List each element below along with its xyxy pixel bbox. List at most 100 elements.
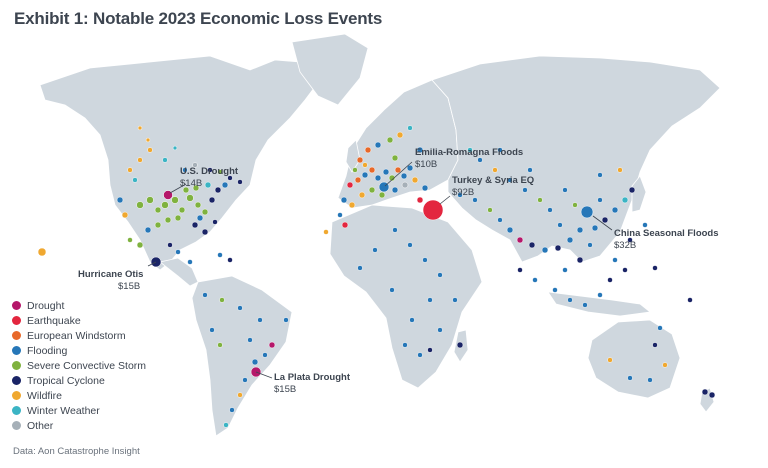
event-marker bbox=[566, 236, 574, 244]
legend-item-tropical-cyclone: Tropical Cyclone bbox=[12, 373, 146, 388]
event-marker bbox=[37, 247, 47, 257]
china-floods-value: $32B bbox=[614, 240, 636, 251]
event-marker bbox=[174, 214, 182, 222]
legend-item-flooding: Flooding bbox=[12, 343, 146, 358]
event-marker bbox=[401, 181, 409, 189]
event-marker bbox=[354, 176, 362, 184]
event-marker bbox=[172, 145, 178, 151]
event-marker bbox=[229, 407, 235, 413]
event-marker bbox=[227, 257, 233, 263]
event-marker bbox=[175, 249, 181, 255]
land-south-america bbox=[191, 275, 293, 437]
source-note: Data: Aon Catastrophe Insight bbox=[13, 446, 140, 457]
event-marker bbox=[662, 362, 668, 368]
event-marker bbox=[456, 341, 464, 349]
event-marker bbox=[587, 242, 593, 248]
event-marker bbox=[497, 217, 503, 223]
event-marker bbox=[217, 169, 223, 175]
event-marker bbox=[437, 272, 443, 278]
event-marker bbox=[361, 171, 369, 179]
event-marker bbox=[400, 172, 408, 180]
legend-item-other: Other bbox=[12, 418, 146, 433]
event-marker bbox=[597, 197, 603, 203]
event-marker bbox=[162, 157, 168, 163]
legend-item-drought: Drought bbox=[12, 298, 146, 313]
event-marker bbox=[416, 196, 424, 204]
event-marker bbox=[562, 187, 568, 193]
event-marker bbox=[388, 174, 396, 182]
event-marker bbox=[452, 297, 458, 303]
event-marker bbox=[597, 172, 603, 178]
event-marker bbox=[687, 297, 693, 303]
event-marker bbox=[147, 147, 153, 153]
la-plata-leader bbox=[255, 371, 273, 379]
event-marker bbox=[611, 206, 619, 214]
event-marker bbox=[171, 196, 179, 204]
event-marker bbox=[192, 162, 198, 168]
event-marker bbox=[642, 222, 648, 228]
event-marker bbox=[323, 229, 329, 235]
event-marker bbox=[417, 352, 423, 358]
event-marker bbox=[392, 227, 398, 233]
event-marker bbox=[402, 342, 408, 348]
event-marker bbox=[208, 196, 216, 204]
event-marker bbox=[178, 206, 186, 214]
event-marker bbox=[372, 247, 378, 253]
event-marker bbox=[352, 167, 358, 173]
event-marker bbox=[652, 265, 658, 271]
event-marker bbox=[167, 242, 173, 248]
event-marker bbox=[219, 297, 225, 303]
event-marker bbox=[132, 177, 138, 183]
event-marker bbox=[362, 162, 368, 168]
event-marker bbox=[537, 197, 543, 203]
event-marker bbox=[214, 186, 222, 194]
event-marker bbox=[607, 357, 613, 363]
turkey-syria-leader bbox=[439, 195, 451, 205]
legend-swatch bbox=[12, 406, 21, 415]
event-marker bbox=[368, 166, 376, 174]
event-marker bbox=[527, 167, 533, 173]
legend-swatch bbox=[12, 331, 21, 340]
event-marker bbox=[467, 147, 473, 153]
event-marker bbox=[628, 186, 636, 194]
legend-swatch bbox=[12, 421, 21, 430]
event-marker bbox=[237, 305, 243, 311]
legend: Drought Earthquake European Windstorm Fl… bbox=[12, 298, 146, 433]
event-marker bbox=[391, 186, 399, 194]
event-marker bbox=[283, 317, 289, 323]
event-marker bbox=[340, 196, 348, 204]
event-marker bbox=[217, 252, 223, 258]
event-marker bbox=[576, 256, 584, 264]
event-marker bbox=[627, 375, 633, 381]
legend-item-wildfire: Wildfire bbox=[12, 388, 146, 403]
us-drought-leader bbox=[169, 183, 187, 194]
event-marker bbox=[582, 302, 588, 308]
la-plata-value: $15B bbox=[274, 384, 296, 395]
event-marker bbox=[378, 191, 386, 199]
land-uk bbox=[345, 139, 361, 173]
legend-item-european-windstorm: European Windstorm bbox=[12, 328, 146, 343]
event-marker bbox=[154, 206, 162, 214]
event-marker bbox=[257, 317, 263, 323]
event-marker bbox=[532, 277, 538, 283]
legend-item-earthquake: Earthquake bbox=[12, 313, 146, 328]
china-floods-leader bbox=[592, 215, 613, 231]
chart-title: Exhibit 1: Notable 2023 Economic Loss Ev… bbox=[14, 9, 383, 28]
event-marker bbox=[554, 244, 562, 252]
event-marker bbox=[394, 166, 402, 174]
event-marker bbox=[597, 292, 603, 298]
legend-swatch bbox=[12, 346, 21, 355]
event-marker bbox=[517, 267, 523, 273]
land-indonesia bbox=[547, 291, 651, 317]
event-marker bbox=[247, 337, 253, 343]
event-callouts: U.S. Drought $14B Hurricane Otis $15B La… bbox=[78, 147, 719, 395]
event-marker bbox=[612, 257, 618, 263]
event-marker bbox=[204, 181, 212, 189]
china-floods-label: China Seasonal Floods bbox=[614, 228, 719, 239]
event-marker bbox=[374, 141, 382, 149]
legend-item-severe-convective-storm: Severe Convective Storm bbox=[12, 358, 146, 373]
event-marker bbox=[223, 422, 229, 428]
event-marker bbox=[411, 176, 419, 184]
event-marker bbox=[391, 154, 399, 162]
event-marker bbox=[207, 167, 213, 173]
